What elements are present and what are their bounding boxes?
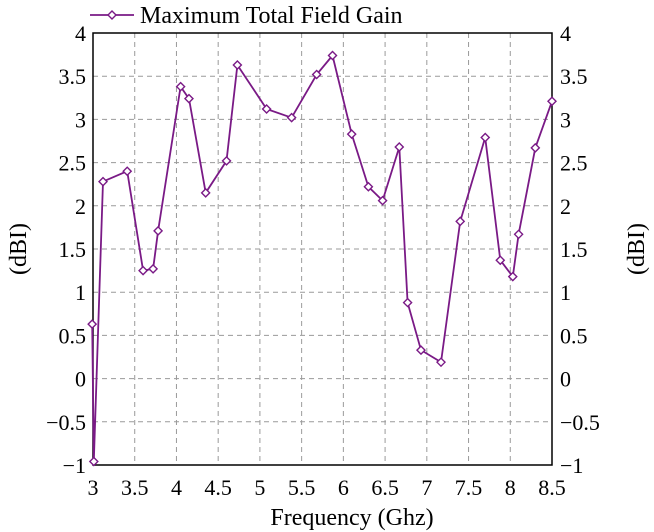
series-line xyxy=(91,53,553,462)
y-tick-label-right: 0.5 xyxy=(560,323,588,348)
y-tick-label-right: −0.5 xyxy=(560,410,600,435)
data-point-marker xyxy=(327,50,338,61)
data-point-marker xyxy=(98,176,109,187)
data-point-marker xyxy=(148,263,159,274)
y-tick-labels-left: −1 −0.5 0 0.5 1 1.5 2 2.5 3 3.5 4 xyxy=(46,21,86,478)
y-tick-label-right: 4 xyxy=(560,21,571,46)
x-tick-label: 6 xyxy=(338,475,349,500)
data-point-marker xyxy=(547,96,557,107)
y-tick-label-left: 3 xyxy=(75,107,86,132)
y-tick-label-right: −1 xyxy=(560,453,583,478)
y-tick-label-left: 0 xyxy=(75,367,86,392)
data-point-marker xyxy=(415,345,426,356)
y-tick-label-right: 0 xyxy=(560,367,571,392)
y-tick-label-left: 3.5 xyxy=(59,64,87,89)
y-axis-title-right: (dBI) xyxy=(624,223,650,275)
legend: Maximum Total Field Gain xyxy=(90,3,403,29)
y-tick-label-left: 1.5 xyxy=(59,237,87,262)
data-point-marker xyxy=(87,319,98,330)
x-tick-labels: 3 3.5 4 4.5 5 5.5 6 6.5 7 7.5 8 8.5 xyxy=(88,475,566,500)
x-tick-label: 5.5 xyxy=(288,475,316,500)
y-tick-label-right: 2 xyxy=(560,194,571,219)
grid xyxy=(93,33,552,465)
data-point-marker xyxy=(183,93,194,104)
x-tick-label: 5 xyxy=(254,475,265,500)
data-point-marker xyxy=(232,59,243,70)
y-tick-label-right: 3.5 xyxy=(560,64,588,89)
data-point-marker xyxy=(221,155,232,166)
x-tick-label: 3.5 xyxy=(121,475,149,500)
data-point-marker xyxy=(286,112,297,123)
data-point-marker xyxy=(88,456,99,467)
data-point-marker xyxy=(122,166,133,177)
y-tick-label-left: 0.5 xyxy=(59,323,87,348)
x-tick-label: 4.5 xyxy=(204,475,232,500)
legend-label: Maximum Total Field Gain xyxy=(140,3,403,29)
x-tick-label: 4 xyxy=(171,475,182,500)
x-tick-label: 6.5 xyxy=(371,475,399,500)
data-point-marker xyxy=(394,142,405,153)
y-tick-label-left: −0.5 xyxy=(46,410,86,435)
plot-frame xyxy=(92,32,553,466)
data-point-marker xyxy=(402,297,413,308)
data-point-marker xyxy=(138,265,149,276)
y-tick-label-right: 1 xyxy=(560,280,571,305)
x-tick-label: 7 xyxy=(421,475,432,500)
x-tick-label: 8 xyxy=(505,475,516,500)
series-layer xyxy=(91,53,553,462)
data-point-marker xyxy=(377,195,388,206)
x-tick-label: 8.5 xyxy=(538,475,566,500)
data-point-marker xyxy=(175,81,186,92)
data-point-marker xyxy=(363,181,374,192)
data-point-marker xyxy=(200,187,211,198)
y-tick-label-left: 2 xyxy=(75,194,86,219)
y-tick-label-right: 2.5 xyxy=(560,151,588,176)
x-tick-label: 3 xyxy=(88,475,99,500)
y-tick-label-left: −1 xyxy=(63,453,86,478)
x-tick-label: 7.5 xyxy=(455,475,483,500)
data-point-marker xyxy=(311,69,322,80)
data-point-marker xyxy=(495,255,506,266)
data-point-marker xyxy=(261,104,272,115)
marker-layer xyxy=(87,50,557,467)
data-point-marker xyxy=(153,225,164,236)
y-tick-label-left: 1 xyxy=(75,280,86,305)
y-tick-label-left: 2.5 xyxy=(59,151,87,176)
data-point-marker xyxy=(507,271,518,282)
x-axis-title: Frequency (Ghz) xyxy=(270,505,433,531)
y-tick-label-left: 4 xyxy=(75,21,86,46)
y-tick-label-right: 1.5 xyxy=(560,237,588,262)
y-axis-title-left: (dBI) xyxy=(6,223,32,275)
y-tick-labels-right: −1 −0.5 0 0.5 1 1.5 2 2.5 3 3.5 4 xyxy=(560,21,600,478)
legend-marker xyxy=(107,10,117,20)
y-tick-label-right: 3 xyxy=(560,107,571,132)
data-point-marker xyxy=(346,129,357,140)
data-point-marker xyxy=(513,229,524,240)
data-point-marker xyxy=(455,216,466,227)
data-point-marker xyxy=(530,142,541,153)
data-point-marker xyxy=(480,132,491,143)
data-point-marker xyxy=(436,357,446,368)
